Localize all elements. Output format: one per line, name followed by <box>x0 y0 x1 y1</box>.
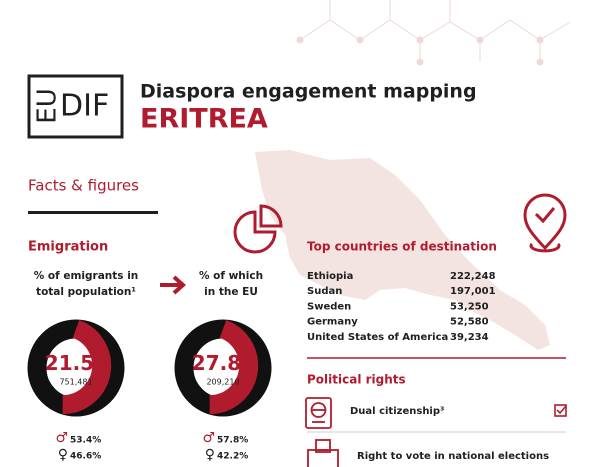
network-deco <box>296 0 571 66</box>
label: % of which <box>199 270 263 282</box>
percent-unit: % <box>241 357 254 372</box>
passport-icon <box>305 397 332 429</box>
logo-eu: EU <box>33 88 63 123</box>
checkbox <box>554 404 567 417</box>
label: in the EU <box>204 286 258 298</box>
pin-icon <box>523 193 567 253</box>
country-count: 222,248 <box>450 271 496 282</box>
donut-share <box>62 320 112 415</box>
female-symbol: ♀ <box>205 447 215 463</box>
section-title: Facts & figures <box>28 177 139 195</box>
arrow <box>160 275 187 295</box>
percent-value: 21.5 <box>45 351 94 375</box>
male-share: 57.8% <box>217 436 248 446</box>
logo-box <box>27 74 124 139</box>
country-count: 52,580 <box>450 317 489 328</box>
percent-unit: % <box>94 357 107 372</box>
female-share: 46.6% <box>70 452 101 462</box>
country-name: Sweden <box>307 301 351 312</box>
emigration-title: Emigration <box>28 240 108 255</box>
right-item: Dual citizenship³ <box>350 406 444 417</box>
count: 209,210 <box>206 378 239 387</box>
country-name: Ethiopia <box>307 271 353 282</box>
pie-icon <box>233 204 283 254</box>
country-count: 197,001 <box>450 286 496 297</box>
count: 751,481 <box>59 378 92 387</box>
country-count: 39,234 <box>450 332 489 343</box>
title: Diaspora engagement mapping <box>140 81 477 103</box>
country: ERITREA <box>140 104 268 135</box>
male-share: 53.4% <box>70 436 101 446</box>
percent: 21.5% <box>45 351 107 375</box>
label: % of emigrants in <box>34 270 139 282</box>
label: total population¹ <box>36 286 136 298</box>
percent: 27.8% <box>192 351 254 375</box>
country-count: 53,250 <box>450 301 489 312</box>
country-name: Sudan <box>307 286 342 297</box>
female-share: 42.2% <box>217 452 248 462</box>
male-symbol: ♂ <box>55 430 68 446</box>
destinations-title: Top countries of destination <box>307 240 497 254</box>
right-item: Right to vote in national elections <box>357 451 549 462</box>
rights-title: Political rights <box>307 373 406 387</box>
section-rule <box>28 211 158 214</box>
ballot-icon <box>307 439 339 467</box>
female-symbol: ♀ <box>58 447 68 463</box>
map-shape <box>255 150 550 350</box>
country-name: Germany <box>307 317 358 328</box>
male-symbol: ♂ <box>202 430 215 446</box>
logo-dif: DIF <box>60 89 109 124</box>
percent-value: 27.8 <box>192 351 241 375</box>
donut-share <box>209 320 259 415</box>
country-name: United States of America <box>307 332 448 343</box>
